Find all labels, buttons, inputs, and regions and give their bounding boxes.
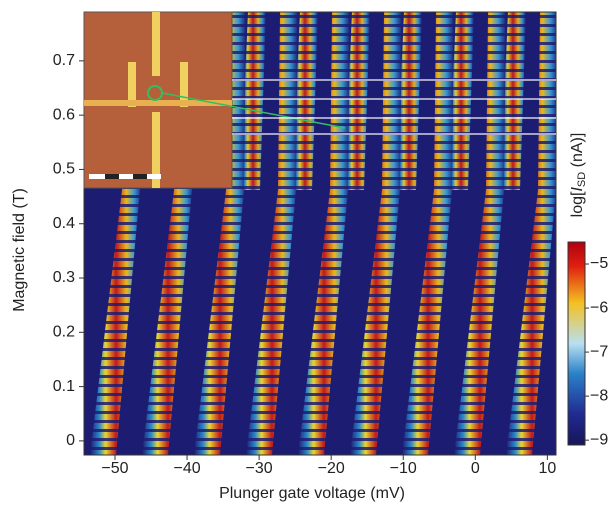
y-tick-label: 0.6 — [53, 106, 75, 123]
y-axis-label: Magnetic field (T) — [11, 188, 28, 312]
y-tick-label: 0 — [66, 432, 75, 449]
y-tick-label: 0.4 — [53, 215, 75, 232]
y-tick-label: 0.7 — [53, 52, 75, 69]
y-tick-label: 0.3 — [53, 269, 75, 286]
colorbar-tick-label: −5 — [590, 255, 608, 272]
x-tick-label: 0 — [471, 460, 480, 477]
colorbar-label: log[ISD (nA)] — [569, 133, 588, 218]
colorbar-label-part: I — [569, 187, 586, 192]
y-tick-label: 0.1 — [53, 378, 75, 395]
inset-image — [83, 11, 346, 189]
y-tick-label: 0.5 — [53, 161, 75, 178]
x-tick-label: −30 — [246, 460, 273, 477]
colorbar-label-part: SD — [576, 172, 588, 187]
scan-lines — [232, 79, 556, 135]
x-tick-label: −50 — [101, 460, 128, 477]
colorbar-label-part: log[ — [569, 191, 586, 217]
heatmap-stripe — [604, 12, 611, 190]
x-tick-label: −40 — [173, 460, 200, 477]
colorbar-tick-label: −8 — [590, 387, 608, 404]
colorbar — [567, 241, 586, 446]
x-tick-label: −20 — [318, 460, 345, 477]
x-tick-label: −10 — [390, 460, 417, 477]
colorbar-label-part: (nA)] — [569, 133, 586, 172]
colorbar-tick-label: −7 — [590, 343, 608, 360]
plot-frame — [83, 11, 557, 456]
colorbar-tick-label: −9 — [590, 431, 608, 448]
colorbar-tick-label: −6 — [590, 299, 608, 316]
x-tick-label: 10 — [538, 460, 556, 477]
x-axis-label: Plunger gate voltage (mV) — [219, 485, 405, 502]
y-tick-label: 0.2 — [53, 324, 75, 341]
